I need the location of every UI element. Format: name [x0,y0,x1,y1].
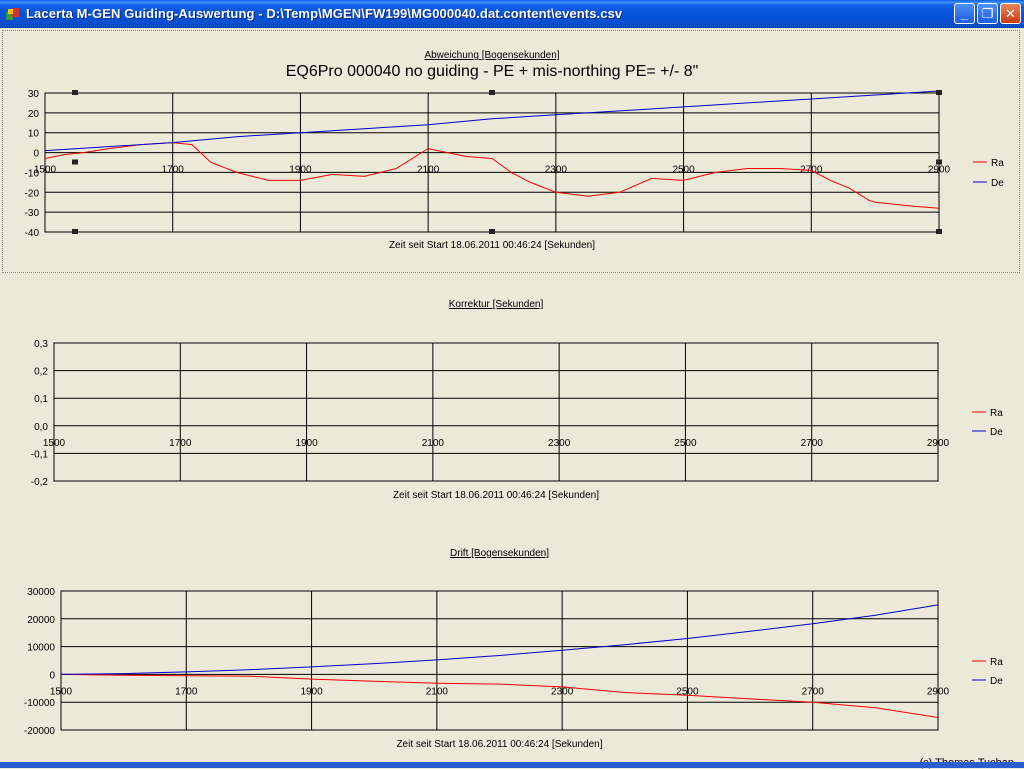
restore-button[interactable]: ❐ [977,3,998,24]
window-bottom-border [0,762,1024,768]
series-line-ra [44,142,940,209]
y-tick-label: -0,2 [31,477,49,488]
close-icon: ✕ [1005,6,1016,21]
x-tick-label: 1500 [43,438,66,449]
y-tick-label: 0,0 [34,422,48,433]
y-tick-label: 10 [28,129,40,140]
x-tick-label: 2300 [545,165,568,176]
x-tick-label: 2500 [672,165,695,176]
x-tick-label: 1900 [300,686,323,697]
y-tick-label: 30 [28,89,40,100]
chart-drift[interactable]: Drift [Bogensekunden] -20000 -10000 0 10000 2… [2,541,1020,753]
selection-handle [936,159,942,165]
y-tick-label: 10000 [27,643,55,654]
close-button[interactable]: ✕ [1000,3,1021,24]
window-titlebar[interactable]: Lacerta M-GEN Guiding-Auswertung - D:\Te… [0,0,1024,28]
x-tick-label: 2100 [417,165,440,176]
legend-label-ra: Ra [990,408,1003,419]
y-tick-label: -20000 [24,726,56,737]
legend-label-de: De [990,676,1003,687]
plot-frame [60,590,939,731]
chart-panel-drift[interactable]: Drift [Bogensekunden] -20000 -10000 0 10000 2… [2,541,1020,753]
legend-label-ra: Ra [990,657,1003,668]
y-tick-label: 0,2 [34,367,48,378]
chart-panel-korrektur[interactable]: Korrektur [Sekunden] -0,2 -0,1 0,0 0,1 0,2 0,3… [2,292,1020,504]
y-tick-label: -0,1 [31,449,49,460]
y-tick-label: -40 [25,228,40,239]
chart-abweichung[interactable]: Abweichung [Bogensekunden] EQ6Pro 000040 … [3,31,1021,274]
x-axis-label: Zeit seit Start 18.06.2011 00:46:24 [Sek… [396,739,602,750]
legend-label-ra: Ra [991,158,1004,169]
x-tick-label: 2300 [548,438,571,449]
minimize-icon: _ [960,6,969,21]
window-title: Lacerta M-GEN Guiding-Auswertung - D:\Te… [26,6,623,21]
x-tick-label: 2300 [551,686,574,697]
x-tick-label: 2500 [674,438,697,449]
y-tick-label: 0 [33,149,39,160]
x-tick-label: 2900 [927,438,950,449]
selection-handle [72,229,78,234]
selection-handle [936,229,942,234]
y-tick-label: 0 [49,670,55,681]
series-line-ra [60,673,939,718]
y-tick-label: -30 [25,208,40,219]
selection-handle [936,90,942,95]
x-tick-label: 2900 [927,686,950,697]
x-tick-label: 1700 [162,165,185,176]
y-tick-label: -10 [25,168,40,179]
chart-title: Abweichung [Bogensekunden] [424,50,559,61]
x-tick-label: 2700 [802,686,825,697]
chart-korrektur[interactable]: Korrektur [Sekunden] -0,2 -0,1 0,0 0,1 0,2 0,3… [2,292,1020,504]
legend-label-de: De [990,427,1003,438]
y-tick-label: 30000 [27,587,55,598]
plot-frame [44,92,940,233]
selection-handle [72,90,78,95]
x-tick-label: 2900 [928,165,951,176]
series-line-de [44,90,940,152]
app-icon [6,8,19,20]
x-tick-label: 1900 [295,438,318,449]
selection-handle [72,159,78,165]
x-axis-label: Zeit seit Start 18.06.2011 00:46:24 [Sek… [389,240,595,251]
chart-panel-abweichung[interactable]: Abweichung [Bogensekunden] EQ6Pro 000040 … [2,30,1020,273]
x-axis-label: Zeit seit Start 18.06.2011 00:46:24 [Sek… [393,490,599,501]
y-tick-label: 0,3 [34,339,48,350]
x-tick-label: 1700 [175,686,198,697]
selection-handle [489,229,495,234]
x-tick-label: 2100 [426,686,449,697]
y-tick-label: -10000 [24,698,56,709]
x-tick-label: 1900 [289,165,312,176]
x-tick-label: 2700 [801,438,824,449]
x-tick-label: 1700 [169,438,192,449]
chart-title: Drift [Bogensekunden] [450,548,549,559]
legend-label-de: De [991,178,1004,189]
x-tick-label: 2100 [422,438,445,449]
x-tick-label: 2500 [676,686,699,697]
selection-handle [489,90,495,95]
x-tick-label: 1500 [34,165,57,176]
minimize-button[interactable]: _ [954,3,975,24]
y-tick-label: -20 [25,188,40,199]
series-line-de [60,604,939,675]
restore-icon: ❐ [981,6,994,21]
x-tick-label: 1500 [50,686,73,697]
chart-title: Korrektur [Sekunden] [449,299,544,310]
y-tick-label: 0,1 [34,394,48,405]
chart-subtitle: EQ6Pro 000040 no guiding - PE + mis-nort… [286,63,699,80]
y-tick-label: 20 [28,109,40,120]
y-tick-label: 20000 [27,615,55,626]
plot-frame [53,342,939,482]
